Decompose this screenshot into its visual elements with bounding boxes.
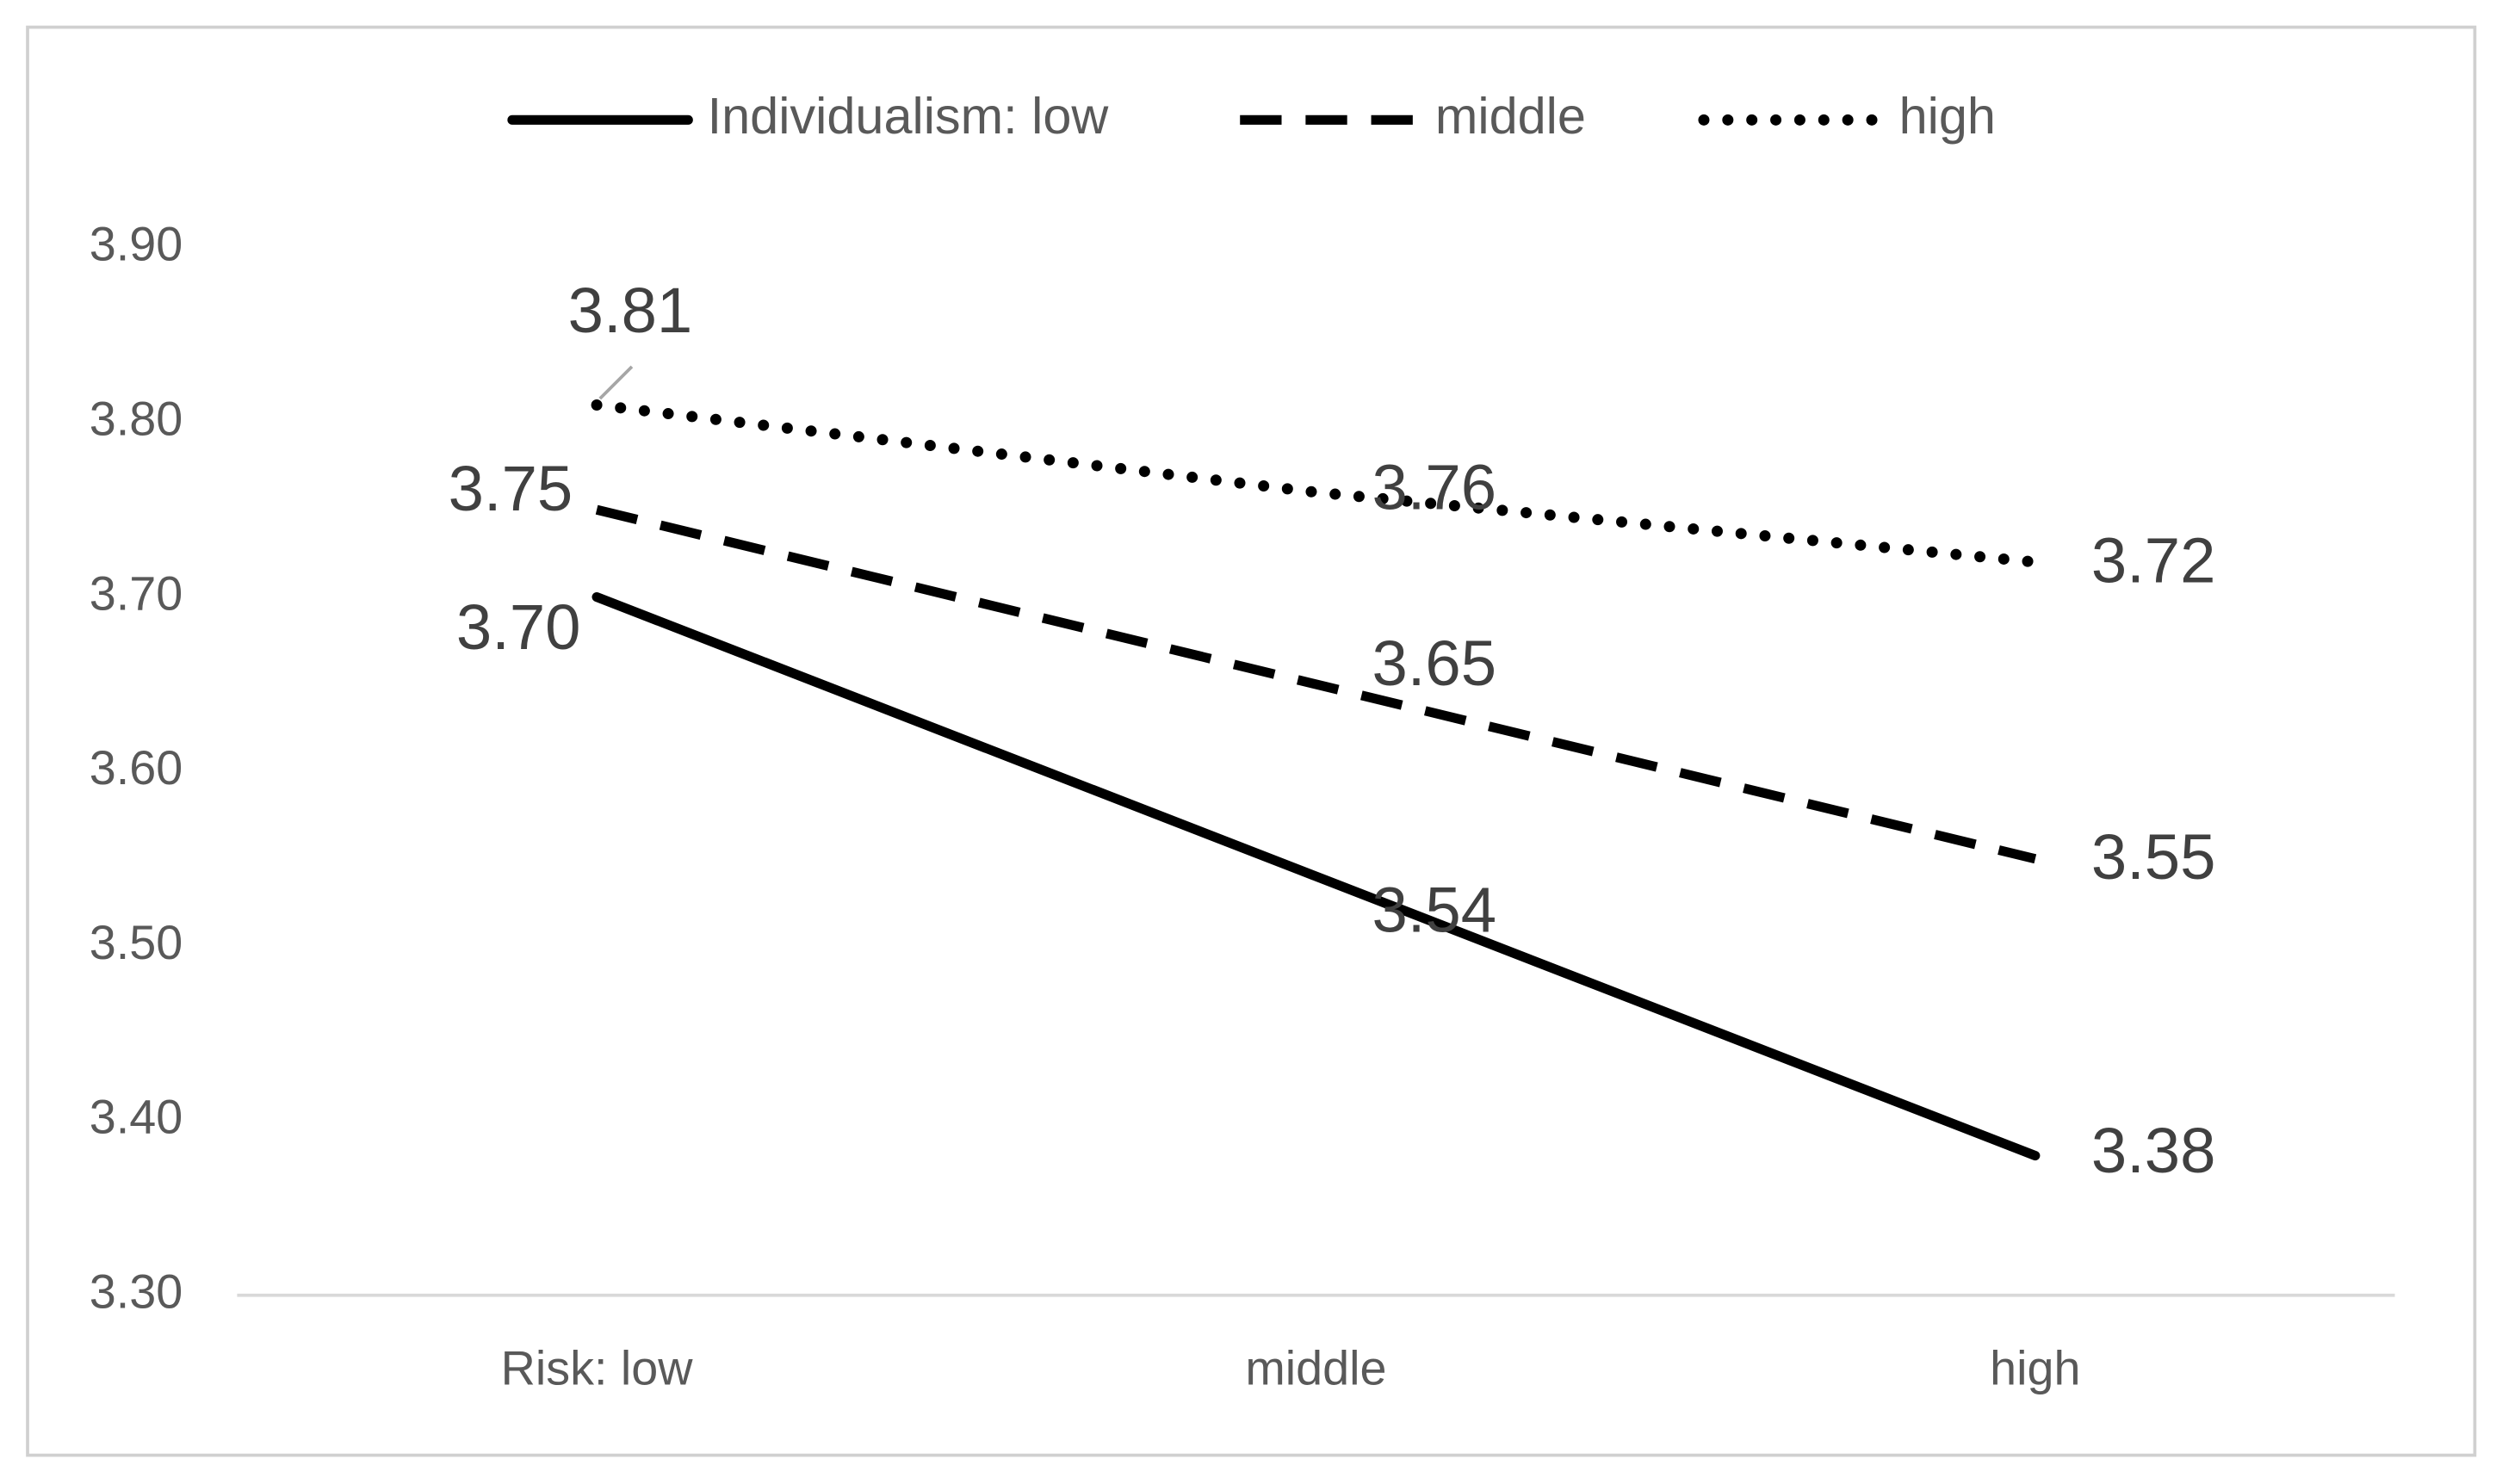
line-series	[595, 504, 2037, 864]
data-label: 3.55	[2091, 821, 2216, 893]
data-label: 3.72	[2091, 524, 2216, 596]
x-tick-label: middle	[1245, 1342, 1386, 1395]
legend-label: middle	[1435, 87, 1586, 145]
data-label: 3.75	[449, 453, 573, 524]
y-tick-label: 3.50	[90, 916, 183, 969]
y-tick-label: 3.70	[90, 566, 183, 620]
y-tick-label: 3.90	[90, 218, 183, 271]
x-tick-label: high	[1990, 1342, 2080, 1395]
data-label: 3.81	[568, 275, 693, 346]
data-label: 3.54	[1372, 874, 1496, 945]
label-leader	[598, 365, 634, 400]
legend-label: high	[1899, 87, 1996, 145]
y-tick-label: 3.60	[90, 741, 183, 795]
data-label: 3.76	[1372, 452, 1496, 523]
y-tick-label: 3.30	[90, 1265, 183, 1319]
data-label: 3.65	[1372, 628, 1496, 699]
legend-label: Individualism: low	[708, 87, 1110, 145]
chart-border	[26, 25, 2477, 1457]
data-label: 3.38	[2091, 1115, 2216, 1186]
x-tick-label: Risk: low	[501, 1342, 694, 1395]
y-tick-label: 3.40	[90, 1091, 183, 1144]
line-series	[591, 591, 2041, 1161]
data-label: 3.70	[456, 591, 581, 663]
y-tick-label: 3.80	[90, 392, 183, 445]
line-series	[591, 399, 2041, 568]
